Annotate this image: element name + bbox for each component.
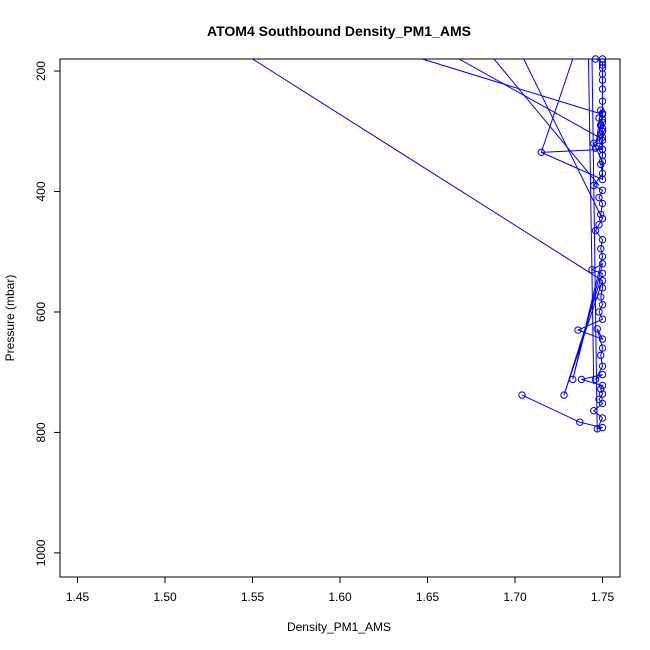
x-tick-label: 1.75 — [591, 590, 615, 604]
series-line-segment — [458, 59, 600, 138]
series-line — [521, 59, 604, 430]
data-point — [598, 175, 607, 184]
data-point — [598, 157, 607, 166]
x-tick-label: 1.60 — [328, 590, 352, 604]
data-point — [598, 390, 607, 398]
data-point — [598, 284, 607, 292]
data-point — [595, 193, 603, 202]
y-tick-label: 1000 — [34, 539, 48, 566]
data-point — [598, 58, 607, 66]
data-point — [597, 121, 605, 129]
data-point — [595, 395, 603, 404]
x-tick-label: 1.65 — [416, 590, 440, 604]
series-line-segment — [422, 59, 603, 115]
data-point — [591, 55, 600, 63]
x-axis: 1.45 1.50 1.55 1.60 1.65 1.70 1.75 — [66, 576, 615, 604]
data-point — [598, 315, 607, 323]
data-point — [598, 97, 607, 105]
x-tick-label: 1.50 — [153, 590, 177, 604]
data-point — [590, 181, 598, 190]
data-point — [598, 344, 607, 352]
data-point — [518, 391, 526, 399]
data-point — [597, 245, 605, 253]
data-point — [590, 407, 598, 415]
data-point — [598, 252, 607, 261]
series-line-segment — [591, 59, 598, 433]
x-tick-label: 1.45 — [66, 590, 90, 604]
series-line-segment — [252, 59, 603, 282]
x-tick-label: 1.70 — [503, 590, 527, 604]
data-point — [593, 425, 601, 433]
x-tick-label: 1.55 — [241, 590, 265, 604]
data-point — [598, 362, 607, 370]
data-point — [598, 335, 607, 343]
y-tick-label: 200 — [34, 61, 48, 81]
data-point — [598, 235, 607, 244]
data-point — [598, 199, 607, 208]
data-point — [598, 276, 607, 285]
marker-layer — [518, 55, 607, 433]
data-point — [598, 145, 607, 154]
y-tick-label: 400 — [34, 181, 48, 201]
data-point — [591, 226, 600, 235]
series-line-segment — [493, 59, 600, 186]
data-point — [598, 301, 607, 309]
series-line-segment — [540, 59, 574, 153]
series-line-segment — [523, 59, 602, 216]
data-point — [576, 418, 584, 426]
data-point — [591, 144, 600, 152]
data-point — [597, 210, 605, 219]
data-point — [577, 375, 586, 384]
data-point — [598, 214, 607, 223]
series-layer — [252, 59, 604, 433]
data-point — [598, 55, 607, 63]
data-point — [598, 186, 607, 195]
data-point — [598, 269, 607, 278]
data-point — [593, 325, 601, 333]
data-point — [595, 308, 603, 316]
y-axis: 200 400 600 800 1000 — [34, 61, 61, 566]
data-point — [598, 414, 607, 422]
data-point — [574, 326, 582, 334]
data-point — [595, 220, 603, 229]
data-point — [598, 423, 607, 432]
y-tick-label: 800 — [34, 422, 48, 442]
data-point — [597, 293, 605, 301]
y-axis-label: Pressure (mbar) — [3, 275, 17, 362]
data-point — [560, 391, 568, 399]
data-point — [598, 85, 607, 93]
data-point — [569, 375, 577, 384]
data-point — [597, 385, 605, 393]
data-point — [598, 109, 607, 117]
data-point — [598, 370, 607, 379]
data-point — [590, 139, 598, 148]
data-point — [598, 381, 607, 390]
data-point — [537, 148, 545, 157]
data-point — [588, 266, 596, 274]
data-point — [591, 375, 600, 384]
data-point — [598, 260, 607, 268]
series-line-segment — [588, 59, 595, 385]
chart-title: ATOM4 Southbound Density_PM1_AMS — [207, 23, 471, 39]
data-point — [597, 351, 605, 360]
x-axis-label: Density_PM1_AMS — [287, 620, 391, 634]
y-tick-label: 600 — [34, 302, 48, 322]
